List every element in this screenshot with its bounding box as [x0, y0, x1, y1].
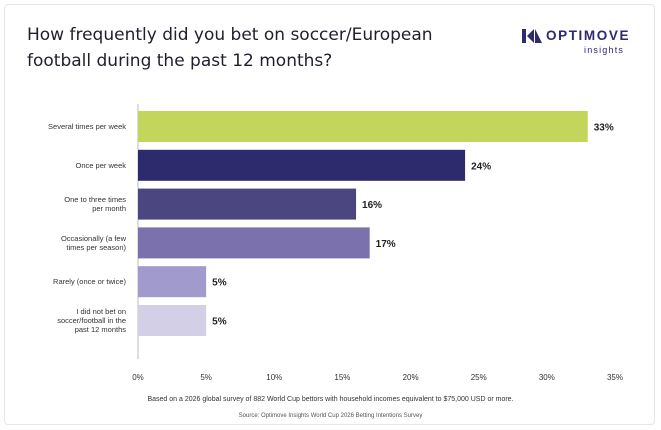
bar-6: [138, 305, 207, 336]
logo-subtitle: insights: [584, 45, 625, 55]
optimove-logo: OPTIMOVE insights: [522, 28, 634, 58]
chart-title-line-2: football during the past 12 months?: [27, 51, 333, 71]
bar-2: [138, 149, 466, 181]
optimove-mark-icon: [522, 29, 542, 43]
value-label-4: 17%: [376, 239, 396, 250]
category-label-5: Rarely (once or twice): [53, 277, 126, 286]
category-label-4-line-1: Occasionally (a few: [61, 234, 127, 243]
x-tick-label-10: 10%: [266, 373, 282, 382]
category-label-6-line-2: soccer/football in the: [57, 316, 126, 325]
category-label-6-line-3: past 12 months: [75, 325, 127, 334]
category-label-2: Once per week: [76, 161, 127, 170]
value-label-6: 5%: [212, 317, 227, 328]
source-note: Source: Optimove Insights World Cup 2026…: [238, 413, 423, 419]
survey-footnote: Based on a 2026 global survey of 882 Wor…: [147, 396, 514, 403]
category-label-3-line-2: per month: [92, 204, 126, 213]
category-label-1: Several times per week: [48, 122, 126, 131]
x-tick-label-35: 35%: [607, 373, 623, 382]
chart-title: How frequently did you bet on soccer/Eur…: [27, 22, 467, 74]
logo-wordmark: OPTIMOVE: [546, 28, 631, 43]
chart-title-line-1: How frequently did you bet on soccer/Eur…: [27, 25, 433, 45]
category-label-6-line-1: I did not bet on: [76, 307, 126, 316]
bar-4: [138, 227, 370, 259]
value-label-1: 33%: [594, 123, 614, 134]
bar-5: [138, 266, 207, 298]
value-label-2: 24%: [471, 161, 491, 172]
x-tick-label-20: 20%: [403, 373, 419, 382]
bar-3: [138, 188, 357, 220]
x-tick-label-30: 30%: [539, 373, 555, 382]
x-tick-label-5: 5%: [200, 373, 212, 382]
value-label-5: 5%: [212, 278, 227, 289]
x-tick-label-15: 15%: [334, 373, 350, 382]
x-tick-label-25: 25%: [471, 373, 487, 382]
page-frame: [4, 4, 655, 425]
category-label-3-line-1: One to three times: [64, 195, 126, 204]
value-label-3: 16%: [362, 200, 382, 211]
bar-1: [138, 111, 588, 142]
category-label-4-line-2: times per season): [66, 243, 126, 252]
x-tick-label-0: 0%: [132, 373, 144, 382]
